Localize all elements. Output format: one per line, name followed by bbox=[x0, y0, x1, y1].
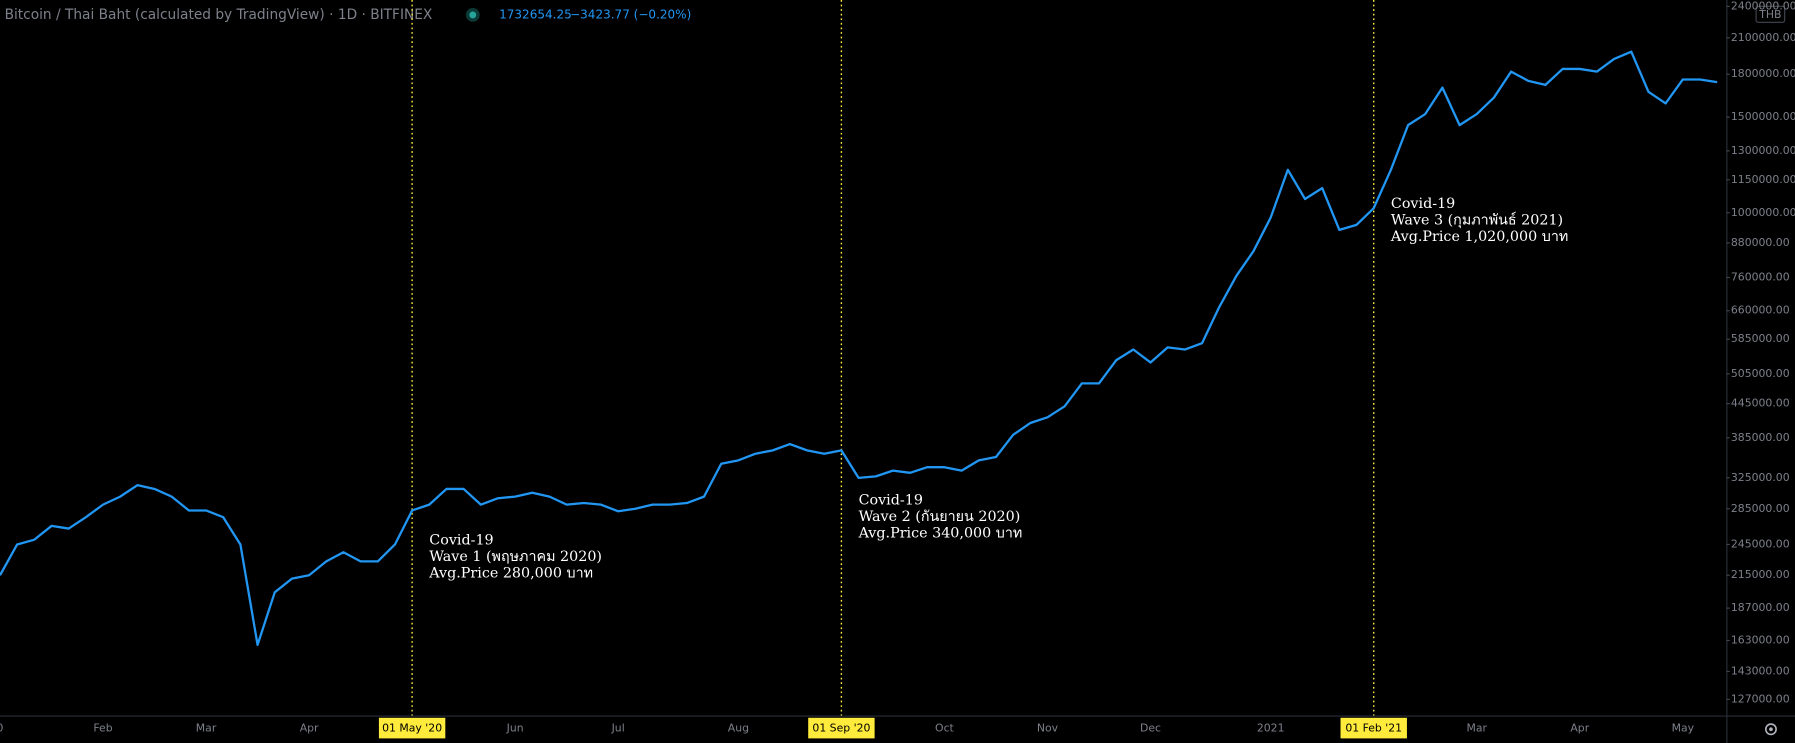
x-tick-label: Feb bbox=[93, 722, 112, 735]
price-line bbox=[0, 50, 1718, 647]
x-tick-label: Apr bbox=[1570, 722, 1589, 735]
chart-title: Bitcoin / Thai Baht (calculated by Tradi… bbox=[5, 7, 433, 23]
status-dot bbox=[469, 11, 477, 19]
y-tick-label: 1150000.00 bbox=[1731, 173, 1795, 186]
x-tick-label: Aug bbox=[728, 722, 749, 735]
x-tick-label-highlight: 01 May '20 bbox=[382, 722, 442, 735]
y-tick-label: 1000000.00 bbox=[1731, 206, 1795, 219]
y-tick-label: 505000.00 bbox=[1731, 367, 1790, 380]
annotation-text: Wave 3 (กุมภาพันธ์ 2021) bbox=[1391, 211, 1563, 228]
y-tick-label: 2400000.00 bbox=[1731, 0, 1795, 12]
x-tick-label: Dec bbox=[1140, 722, 1161, 735]
date-marker-box bbox=[378, 717, 446, 739]
x-tick-label-highlight: 01 Sep '20 bbox=[812, 722, 870, 735]
y-tick-label: 880000.00 bbox=[1731, 236, 1790, 249]
settings-icon[interactable] bbox=[1765, 723, 1777, 736]
x-tick-label: May bbox=[1672, 722, 1695, 735]
y-tick-label: 660000.00 bbox=[1731, 304, 1790, 317]
date-marker-box bbox=[1340, 717, 1407, 739]
y-tick-label: 143000.00 bbox=[1731, 664, 1790, 677]
x-tick-label: Mar bbox=[196, 722, 217, 735]
y-tick-label: 385000.00 bbox=[1731, 431, 1790, 444]
y-tick-label: 445000.00 bbox=[1731, 397, 1790, 410]
annotation-text: Covid-19 bbox=[859, 492, 923, 508]
y-tick-label: 245000.00 bbox=[1731, 537, 1790, 550]
annotation-text: Wave 1 (พฤษภาคม 2020) bbox=[429, 549, 602, 565]
annotation-text: Wave 2 (กันยายน 2020) bbox=[859, 509, 1021, 525]
y-tick-label: 2100000.00 bbox=[1731, 31, 1795, 44]
y-tick-label: 285000.00 bbox=[1731, 502, 1790, 515]
x-tick-label: Jul bbox=[611, 722, 625, 735]
x-tick-label-highlight: 01 Feb '21 bbox=[1345, 722, 1402, 735]
y-tick-label: 325000.00 bbox=[1731, 471, 1790, 484]
currency-box[interactable] bbox=[1755, 5, 1786, 23]
y-tick-label: 187000.00 bbox=[1731, 601, 1790, 614]
currency-label[interactable]: THB bbox=[1758, 8, 1781, 21]
annotation-text: Avg.Price 280,000 บาท bbox=[428, 566, 593, 582]
y-tick-label: 1300000.00 bbox=[1731, 144, 1795, 157]
x-tick-label: Apr bbox=[300, 722, 319, 735]
x-tick-label: Nov bbox=[1037, 722, 1059, 735]
y-tick-label: 1500000.00 bbox=[1731, 110, 1795, 123]
y-tick-label: 1800000.00 bbox=[1731, 67, 1795, 80]
annotation-text: Covid-19 bbox=[429, 532, 493, 548]
gear-ring[interactable] bbox=[1765, 723, 1777, 736]
y-tick-label: 127000.00 bbox=[1731, 692, 1790, 705]
x-tick-label: Oct bbox=[935, 722, 954, 735]
annotation-text: Covid-19 bbox=[1391, 196, 1455, 212]
x-tick-label: Mar bbox=[1467, 722, 1488, 735]
y-tick-label: 163000.00 bbox=[1731, 634, 1790, 647]
x-tick-label: 2021 bbox=[1257, 722, 1285, 735]
gear-hub[interactable] bbox=[1769, 727, 1773, 732]
y-tick-label: 215000.00 bbox=[1731, 568, 1790, 581]
y-tick-label: 760000.00 bbox=[1731, 270, 1790, 283]
annotation-text: Avg.Price 340,000 บาท bbox=[858, 525, 1023, 541]
date-marker-box bbox=[808, 717, 875, 739]
annotation-text: Avg.Price 1,020,000 บาท bbox=[1390, 229, 1568, 245]
y-tick-label: 585000.00 bbox=[1731, 332, 1790, 345]
price-change: −3423.77 (−0.20%) bbox=[570, 7, 691, 21]
x-tick-label: Jun bbox=[506, 722, 524, 735]
x-tick-label: 0 bbox=[0, 722, 4, 735]
last-price: 1732654.25 bbox=[499, 7, 572, 21]
